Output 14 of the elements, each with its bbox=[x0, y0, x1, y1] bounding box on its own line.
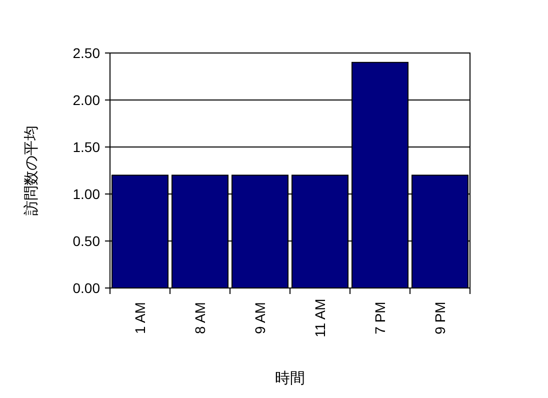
x-tick-label: 9 AM bbox=[252, 302, 268, 334]
x-tick-label: 1 AM bbox=[132, 302, 148, 334]
y-tick-label: 1.50 bbox=[72, 139, 100, 155]
x-tick-label: 8 AM bbox=[192, 302, 208, 334]
y-tick-label: 0.00 bbox=[72, 280, 100, 296]
y-tick-label: 0.50 bbox=[72, 233, 100, 249]
y-axis-title: 訪問数の平均 bbox=[23, 126, 40, 216]
y-tick-label: 1.00 bbox=[72, 186, 100, 202]
x-tick-label: 7 PM bbox=[372, 302, 388, 334]
y-tick-label: 2.00 bbox=[72, 92, 100, 108]
x-tick-label: 9 PM bbox=[432, 302, 448, 334]
y-tick-label: 2.50 bbox=[72, 45, 100, 61]
x-tick-label: 11 AM bbox=[312, 298, 328, 338]
x-axis-title: 時間 bbox=[275, 370, 305, 387]
